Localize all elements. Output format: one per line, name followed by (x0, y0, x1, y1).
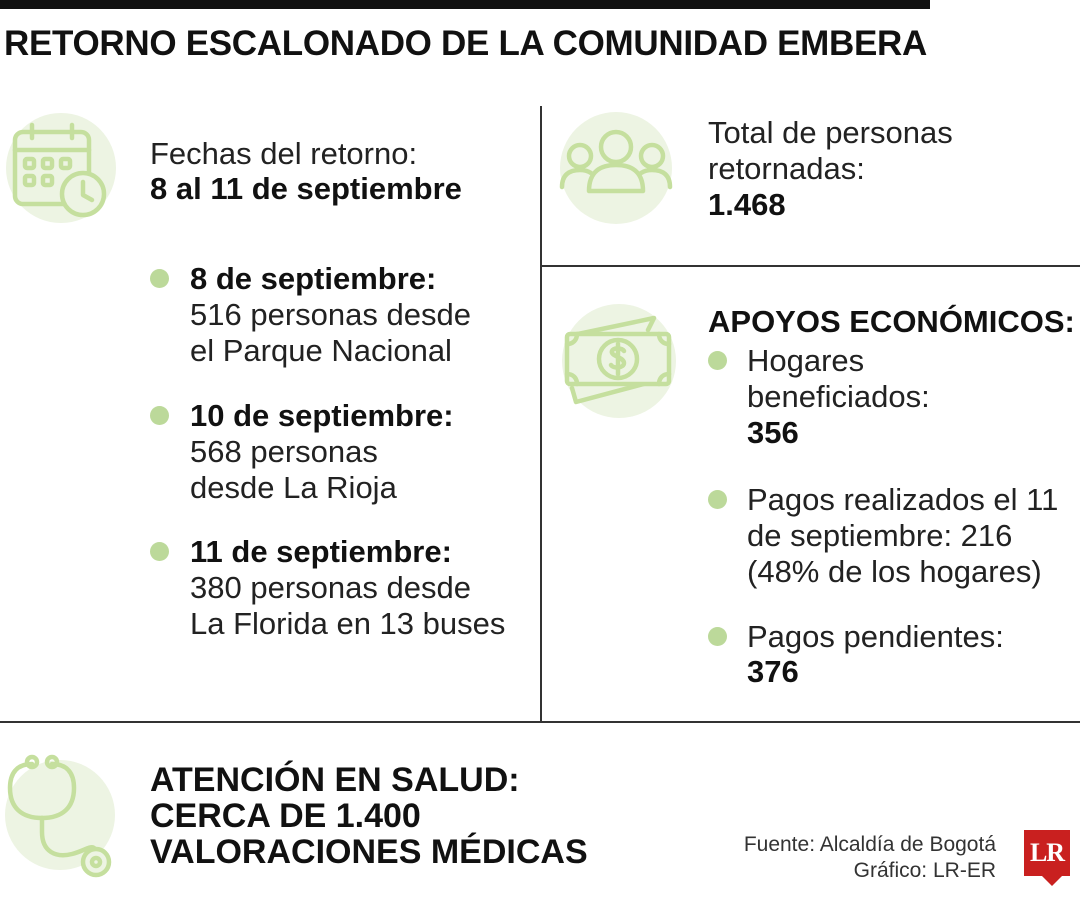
total-value: 1.468 (708, 187, 786, 222)
top-rule (0, 0, 930, 9)
list-item-line: desde La Rioja (190, 470, 397, 505)
list-item-line: el Parque Nacional (190, 333, 452, 368)
bullet-dot (708, 627, 727, 646)
graphic-credit: Gráfico: LR-ER (853, 859, 996, 882)
list-item-date: 8 de septiembre: (190, 261, 437, 296)
bullet-dot (150, 269, 169, 288)
right-horizontal-divider (541, 265, 1080, 267)
list-item-line: 516 personas desde (190, 297, 471, 332)
economic-title: APOYOS ECONÓMICOS: (708, 304, 1075, 339)
bullet-dot (150, 542, 169, 561)
list-item-value: 356 (747, 415, 799, 450)
lr-logo: LR (1024, 830, 1070, 876)
health-line: CERCA DE 1.400 (150, 797, 421, 835)
dates-value: 8 al 11 de septiembre (150, 171, 462, 206)
health-line: VALORACIONES MÉDICAS (150, 833, 588, 871)
list-item-line: 568 personas (190, 434, 378, 469)
bullet-dot (150, 406, 169, 425)
vertical-divider (540, 106, 542, 722)
list-item-date: 11 de septiembre: (190, 534, 452, 569)
health-line: ATENCIÓN EN SALUD: (150, 761, 520, 799)
bullet-dot (708, 351, 727, 370)
dates-label: Fechas del retorno: (150, 136, 418, 171)
list-item-date: 10 de septiembre: (190, 398, 454, 433)
source-text: Fuente: Alcaldía de Bogotá (743, 833, 996, 856)
total-label-line1: Total de personas (708, 115, 953, 150)
list-item-line: (48% de los hogares) (747, 554, 1042, 589)
bullet-dot (708, 490, 727, 509)
list-item-line: Hogares (747, 343, 865, 378)
list-item-line: de septiembre: 216 (747, 518, 1013, 553)
page-title: RETORNO ESCALONADO DE LA COMUNIDAD EMBER… (4, 24, 927, 63)
list-item-line: La Florida en 13 buses (190, 606, 506, 641)
source-credits: Fuente: Alcaldía de Bogotá Gráfico: LR-E… (744, 832, 996, 884)
list-item-line: Pagos realizados el 11 (747, 482, 1059, 517)
list-item-line: 380 personas desde (190, 570, 471, 605)
list-item-value: 376 (747, 654, 799, 689)
total-label-line2: retornadas: (708, 151, 865, 186)
lr-logo-tail (1042, 876, 1062, 886)
health-heading: ATENCIÓN EN SALUD: CERCA DE 1.400 VALORA… (150, 762, 588, 870)
bottom-horizontal-divider (0, 721, 1080, 723)
list-item-line: Pagos pendientes: (747, 619, 1004, 654)
list-item-line: beneficiados: (747, 379, 930, 414)
